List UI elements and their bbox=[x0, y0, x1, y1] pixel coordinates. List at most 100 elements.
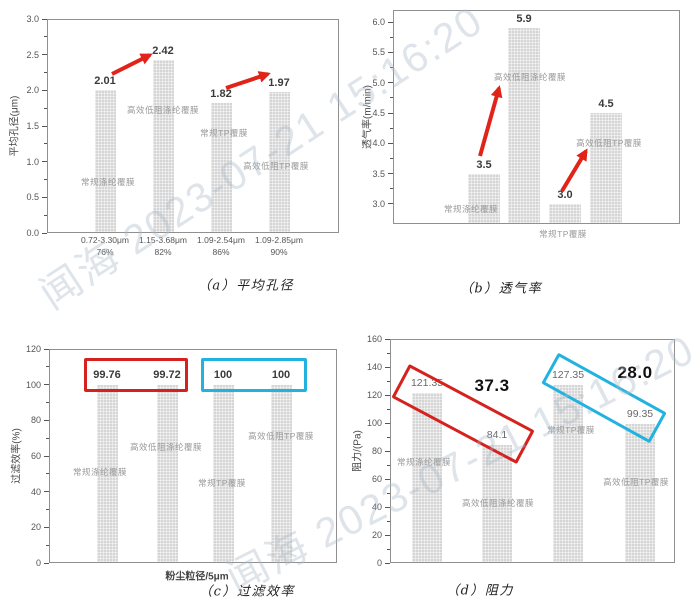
y-minor-tick bbox=[44, 214, 47, 216]
y-minor-tick bbox=[390, 188, 393, 190]
bar-value-label: 3.0 bbox=[557, 188, 573, 201]
y-tick-label: 100 bbox=[366, 418, 382, 428]
y-minor-tick bbox=[390, 97, 393, 99]
bar-d-2 bbox=[482, 445, 512, 562]
y-axis-title-a: 平均孔径(μm) bbox=[9, 95, 21, 157]
y-minor-tick bbox=[387, 492, 390, 494]
y-tick-label: 40 bbox=[371, 502, 382, 512]
bar-value-label: 4.5 bbox=[598, 98, 614, 111]
y-tick-label: 4.0 bbox=[372, 138, 385, 149]
y-major-tick bbox=[388, 203, 393, 205]
y-tick-label: 1.5 bbox=[26, 121, 39, 131]
bar-b-1 bbox=[468, 173, 500, 223]
y-major-tick bbox=[42, 196, 47, 198]
y-minor-tick bbox=[387, 436, 390, 438]
y-major-tick bbox=[44, 562, 49, 564]
category-label: 常规涤纶覆膜 bbox=[443, 204, 499, 214]
x-tick-label: 0.72-3.30μm bbox=[81, 235, 129, 245]
bar-c-1 bbox=[96, 385, 118, 562]
y-tick-label: 0.0 bbox=[26, 228, 39, 238]
bar-value-label: 2.42 bbox=[152, 45, 174, 58]
bar-value-label: 2.01 bbox=[94, 74, 116, 87]
y-axis-title-b: 透气率(m/min) bbox=[362, 85, 374, 149]
y-major-tick bbox=[44, 348, 49, 350]
category-label: 高效低阻TP覆膜 bbox=[576, 138, 642, 148]
x-tick-label: 1.15-3.68μm bbox=[139, 235, 187, 245]
y-axis-title-c: 过滤效率(%) bbox=[11, 428, 23, 484]
y-minor-tick bbox=[46, 544, 49, 546]
y-major-tick bbox=[385, 366, 390, 368]
y-tick-label: 120 bbox=[366, 390, 382, 400]
bar-d-4 bbox=[625, 423, 655, 562]
y-minor-tick bbox=[46, 473, 49, 475]
y-minor-tick bbox=[390, 36, 393, 38]
bar-a-4 bbox=[268, 92, 290, 232]
y-minor-tick bbox=[44, 143, 47, 145]
y-tick-label: 1.0 bbox=[26, 156, 39, 167]
x-tick-label: 76% bbox=[96, 247, 114, 257]
bar-value-label: 127.35 bbox=[551, 368, 585, 381]
bar-value-label: 5.9 bbox=[516, 13, 532, 26]
y-tick-label: 5.0 bbox=[372, 77, 385, 88]
bar-value-label: 99.72 bbox=[153, 369, 181, 382]
category-label: 常规TP覆膜 bbox=[200, 128, 248, 138]
bar-a-1 bbox=[94, 89, 116, 232]
y-tick-label: 20 bbox=[30, 522, 41, 533]
category-label: 常规TP覆膜 bbox=[547, 425, 595, 435]
highlight-box-cyan bbox=[201, 358, 307, 392]
y-minor-tick bbox=[46, 509, 49, 510]
y-major-tick bbox=[44, 526, 49, 528]
y-major-tick bbox=[385, 450, 390, 452]
y-tick-label: 80 bbox=[371, 446, 382, 456]
y-major-tick bbox=[385, 394, 390, 396]
bar-b-3 bbox=[549, 203, 581, 223]
y-minor-tick bbox=[390, 158, 393, 160]
y-minor-tick bbox=[390, 67, 393, 69]
y-minor-tick bbox=[390, 127, 393, 129]
y-axis-title-d: 阻力/(Pa) bbox=[352, 430, 364, 472]
y-tick-label: 0 bbox=[376, 558, 382, 568]
bar-value-label: 1.82 bbox=[210, 88, 232, 101]
y-tick-label: 160 bbox=[366, 334, 382, 344]
y-minor-tick bbox=[44, 107, 47, 109]
plot-frame-c bbox=[49, 349, 337, 563]
x-tick-label: 1.09-2.54μm bbox=[197, 235, 245, 245]
category-label: 高效低阻涤纶覆膜 bbox=[461, 498, 535, 508]
y-major-tick bbox=[42, 232, 47, 234]
chart-caption-a: （a）平均孔径 bbox=[197, 278, 295, 294]
category-label: 高效低阻涤纶覆膜 bbox=[129, 442, 203, 452]
chart-caption-c: （c）过滤效率 bbox=[199, 584, 295, 600]
y-minor-tick bbox=[387, 520, 390, 522]
y-tick-label: 140 bbox=[366, 362, 382, 372]
y-tick-label: 3.0 bbox=[26, 14, 39, 24]
y-tick-label: 3.0 bbox=[372, 198, 385, 209]
annotation-value: 28.0 bbox=[617, 363, 653, 382]
y-minor-tick bbox=[46, 366, 49, 368]
chart-caption-b: （b）透气率 bbox=[459, 281, 543, 297]
x-tick-label: 86% bbox=[212, 247, 230, 257]
x-tick-label: 90% bbox=[270, 247, 288, 257]
y-tick-label: 100 bbox=[25, 379, 41, 390]
y-major-tick bbox=[385, 534, 390, 536]
y-minor-tick bbox=[44, 179, 47, 180]
y-major-tick bbox=[388, 112, 393, 114]
category-label: 高效低阻TP覆膜 bbox=[603, 477, 669, 487]
y-tick-label: 0.5 bbox=[26, 192, 39, 203]
y-major-tick bbox=[385, 562, 390, 564]
y-major-tick bbox=[388, 51, 393, 53]
category-label: 高效低阻涤纶覆膜 bbox=[126, 105, 200, 115]
category-label: 常规涤纶覆膜 bbox=[72, 467, 128, 477]
y-tick-label: 80 bbox=[30, 415, 41, 426]
y-tick-label: 40 bbox=[30, 486, 41, 497]
y-major-tick bbox=[42, 54, 47, 56]
y-minor-tick bbox=[387, 380, 390, 382]
annotation-value: 37.3 bbox=[474, 376, 510, 395]
bar-c-2 bbox=[156, 385, 178, 562]
plot-frame-d bbox=[390, 339, 675, 563]
y-tick-label: 120 bbox=[25, 344, 41, 354]
category-label: 高效低阻TP覆膜 bbox=[243, 161, 309, 171]
plot-frame-b bbox=[393, 10, 680, 224]
y-tick-label: 5.5 bbox=[372, 47, 385, 58]
y-tick-label: 0 bbox=[35, 558, 41, 568]
